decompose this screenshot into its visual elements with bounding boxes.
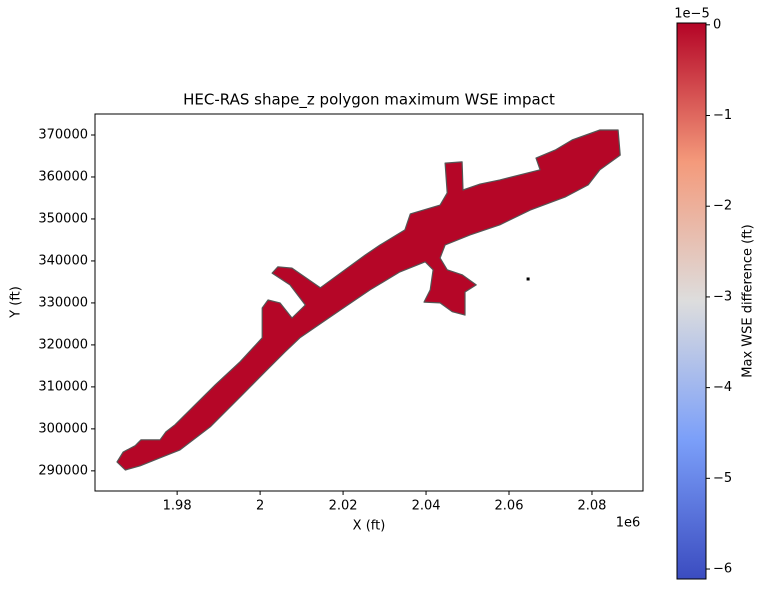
y-tick-label: 330000 — [38, 295, 88, 310]
colorbar-tick-label: −3 — [713, 289, 732, 304]
colorbar-tick-label: −2 — [713, 199, 732, 214]
region-polygon — [116, 129, 621, 471]
colorbar-tick-label: 0 — [713, 17, 721, 32]
x-tick-label: 2 — [256, 499, 264, 514]
colorbar-tick-label: −4 — [713, 380, 732, 395]
y-tick-label: 340000 — [38, 253, 88, 268]
y-tick-label: 360000 — [38, 169, 88, 184]
colorbar-label: Max WSE difference (ft) — [741, 224, 756, 377]
x-offset-label: 1e6 — [616, 516, 641, 531]
y-tick-label: 300000 — [38, 421, 88, 436]
chart-title: HEC-RAS shape_z polygon maximum WSE impa… — [183, 91, 555, 110]
x-tick-label: 2.02 — [329, 499, 358, 514]
colorbar-frame — [676, 22, 707, 580]
y-tick-label: 310000 — [38, 379, 88, 394]
point — [526, 277, 530, 281]
colorbar — [677, 23, 706, 579]
colorbar-tick-label: −6 — [713, 562, 732, 577]
x-axis-label: X (ft) — [353, 519, 386, 534]
x-tick-label: 2.08 — [577, 499, 606, 514]
colorbar-tick-label: −1 — [713, 108, 732, 123]
y-tick-label: 350000 — [38, 211, 88, 226]
x-tick-label: 2.04 — [412, 499, 441, 514]
y-axis-label: Y (ft) — [9, 286, 24, 319]
y-tick-label: 320000 — [38, 337, 88, 352]
colorbar-offset-label: 1e−5 — [674, 7, 709, 22]
x-tick-label: 1.98 — [163, 499, 192, 514]
x-tick-label: 2.06 — [495, 499, 524, 514]
y-tick-label: 290000 — [38, 463, 88, 478]
colorbar-tick-label: −5 — [713, 471, 732, 486]
y-tick-label: 370000 — [38, 127, 88, 142]
